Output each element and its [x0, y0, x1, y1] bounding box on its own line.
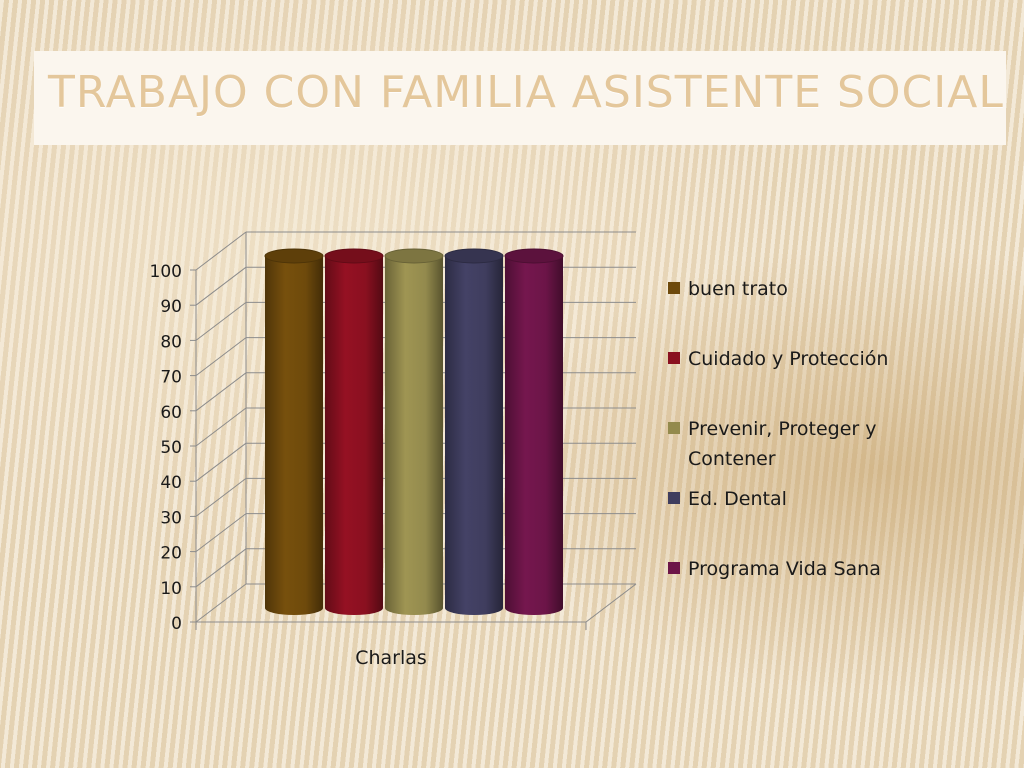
legend-item: Programa Vida Sana [668, 554, 928, 584]
bar-body [325, 256, 383, 615]
bars [264, 248, 564, 615]
legend-swatch [668, 492, 680, 504]
y-tick-label: 20 [160, 544, 182, 564]
bar-cap [444, 248, 504, 264]
gridline [195, 231, 636, 271]
legend-swatch [668, 562, 680, 574]
bar-body [505, 256, 563, 615]
bar-cap [324, 248, 384, 264]
bar-body [265, 256, 323, 615]
legend-item: Ed. Dental [668, 484, 928, 514]
y-tick-label: 0 [171, 614, 182, 634]
legend-label: Programa Vida Sana [688, 558, 881, 580]
axes [190, 232, 637, 630]
bar-2 [324, 248, 384, 615]
bar-body [385, 256, 443, 615]
legend-item: Cuidado y Protección [668, 344, 928, 374]
legend-label: Cuidado y Protección [688, 348, 889, 370]
y-tick-label: 70 [160, 368, 182, 388]
legend-label: Prevenir, Proteger y Contener [688, 418, 877, 470]
y-tick-label: 30 [160, 508, 182, 528]
legend-item: buen trato [668, 274, 928, 304]
legend-swatch [668, 352, 680, 364]
legend-swatch [668, 282, 680, 294]
y-tick-label: 10 [160, 579, 182, 599]
x-category-label: Charlas [355, 647, 427, 669]
bar-5 [504, 248, 564, 615]
legend-label: Ed. Dental [688, 488, 787, 510]
title-box: TRABAJO CON FAMILIA ASISTENTE SOCIAL [34, 51, 1006, 145]
bar-4 [444, 248, 504, 615]
bar-cap [384, 248, 444, 264]
page-title: TRABAJO CON FAMILIA ASISTENTE SOCIAL [48, 67, 1004, 118]
bar-cap [504, 248, 564, 264]
y-tick-label: 60 [160, 403, 182, 423]
bar-cap [264, 248, 324, 264]
bar-body [445, 256, 503, 615]
y-tick-label: 50 [160, 438, 182, 458]
y-tick-label: 100 [150, 262, 182, 282]
y-tick-label: 90 [160, 297, 182, 317]
legend-label: buen trato [688, 278, 788, 300]
bar-3 [384, 248, 444, 615]
y-tick-label: 80 [160, 332, 182, 352]
bar-1 [264, 248, 324, 615]
y-tick-labels: 0 10 20 30 40 50 60 70 80 90 100 [150, 262, 182, 634]
legend-item: Prevenir, Proteger y Contener [668, 414, 928, 474]
y-tick-label: 40 [160, 473, 182, 493]
legend-swatch [668, 422, 680, 434]
x-category-labels: Charlas [355, 647, 427, 669]
